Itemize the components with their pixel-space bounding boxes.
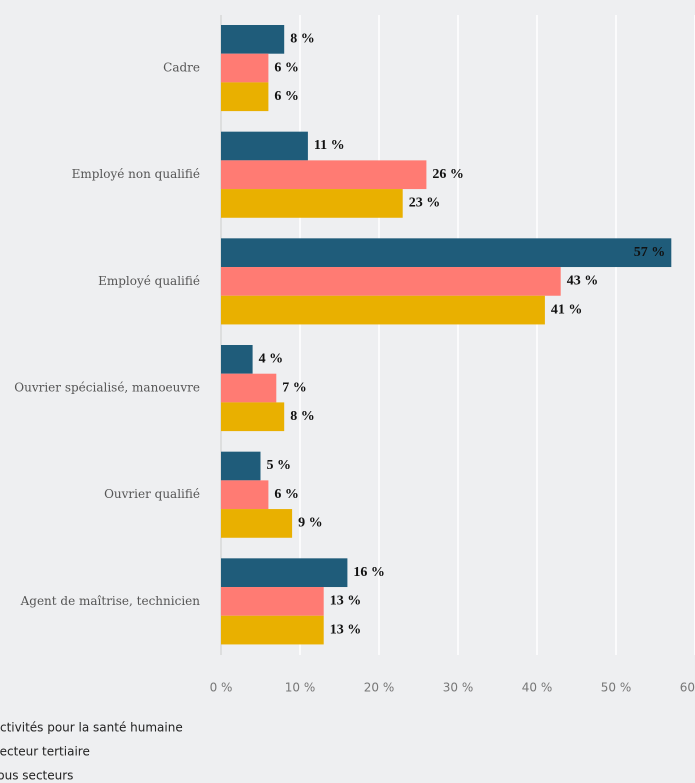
value-label: 6 % — [274, 487, 299, 502]
bar — [221, 82, 269, 112]
bar — [221, 480, 269, 510]
category-label: Cadre — [163, 61, 200, 75]
x-tick-label: 0 % — [210, 681, 233, 695]
bar — [221, 373, 277, 403]
bar — [221, 615, 324, 645]
bar — [221, 267, 561, 296]
bar — [221, 402, 285, 432]
category-label: Agent de maîtrise, technicien — [20, 594, 201, 608]
bar — [221, 238, 672, 268]
value-label: 43 % — [567, 274, 599, 289]
bar — [221, 189, 403, 218]
value-label: 13 % — [330, 622, 362, 637]
bar — [221, 53, 269, 83]
x-tick-label: 60 % — [680, 681, 695, 695]
value-label: 23 % — [409, 196, 441, 211]
x-tick-label: 20 % — [364, 681, 395, 695]
value-label: 11 % — [314, 138, 345, 153]
value-label: 8 % — [290, 32, 315, 47]
value-label: 6 % — [274, 60, 299, 75]
legend-label: Tous secteurs — [0, 769, 73, 783]
value-label: 7 % — [282, 380, 307, 395]
category-label: Employé non qualifié — [72, 167, 200, 181]
value-label: 6 % — [274, 89, 299, 104]
category-label: Employé qualifié — [98, 274, 200, 288]
category-label: Ouvrier qualifié — [104, 487, 200, 501]
value-label: 57 % — [634, 245, 666, 260]
bar — [221, 451, 261, 481]
value-label: 41 % — [551, 302, 583, 317]
value-label: 8 % — [290, 409, 315, 424]
bar — [221, 25, 285, 54]
value-label: 4 % — [259, 352, 284, 367]
bar — [221, 160, 427, 190]
x-tick-label: 30 % — [443, 681, 474, 695]
bar — [221, 131, 308, 161]
legend-label: Activités pour la santé humaine — [0, 721, 183, 735]
value-label: 5 % — [267, 458, 292, 473]
bar — [221, 295, 545, 325]
bar — [221, 587, 324, 616]
value-label: 26 % — [432, 167, 464, 182]
x-tick-label: 10 % — [285, 681, 316, 695]
bar — [221, 345, 253, 374]
value-label: 9 % — [298, 516, 323, 531]
x-tick-label: 50 % — [601, 681, 632, 695]
legend-label: Secteur tertiaire — [0, 745, 90, 759]
x-tick-label: 40 % — [522, 681, 553, 695]
value-label: 13 % — [330, 594, 362, 609]
bar — [221, 558, 348, 588]
value-label: 16 % — [353, 565, 385, 580]
bar — [221, 509, 293, 538]
category-label: Ouvrier spécialisé, manoeuvre — [14, 381, 200, 395]
